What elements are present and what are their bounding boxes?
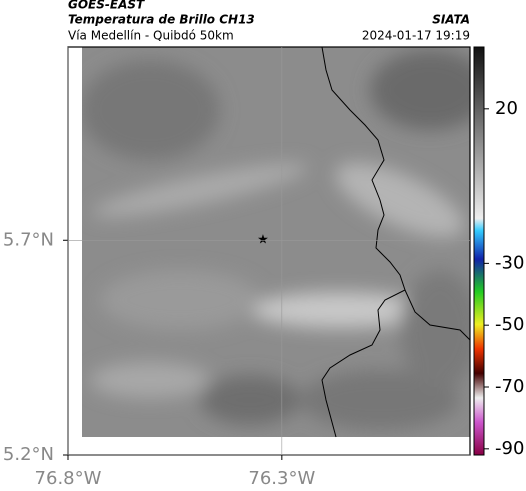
colorbar-tick-label: -90 xyxy=(495,438,524,459)
coastline xyxy=(321,46,471,438)
y-tick-label: 5.2°N xyxy=(3,444,54,465)
x-tick-label: 76.8°W xyxy=(35,468,102,489)
colorbar-tick-label: -70 xyxy=(495,376,524,397)
datetime: 2024-01-17 19:19 xyxy=(362,29,470,43)
colorbar xyxy=(473,46,485,456)
y-tick-label: 5.7°N xyxy=(3,229,54,250)
location: Vía Medellín - Quibdó 50km xyxy=(68,29,234,43)
subtitle: Temperatura de Brillo CH13 xyxy=(68,13,255,27)
satellite-image xyxy=(82,47,470,437)
colorbar-tick-label: 20 xyxy=(495,98,518,119)
source: SIATA xyxy=(432,13,470,27)
axes: 5.7°N 5.2°N 76.8°W 76.3°W 20 -30 -50 -70 -90 xyxy=(3,47,524,489)
colorbar-tick-label: -50 xyxy=(495,314,524,335)
x-tick-label: 76.3°W xyxy=(248,468,315,489)
title: GOES-EAST xyxy=(68,0,145,12)
colorbar-tick-label: -30 xyxy=(495,252,524,273)
